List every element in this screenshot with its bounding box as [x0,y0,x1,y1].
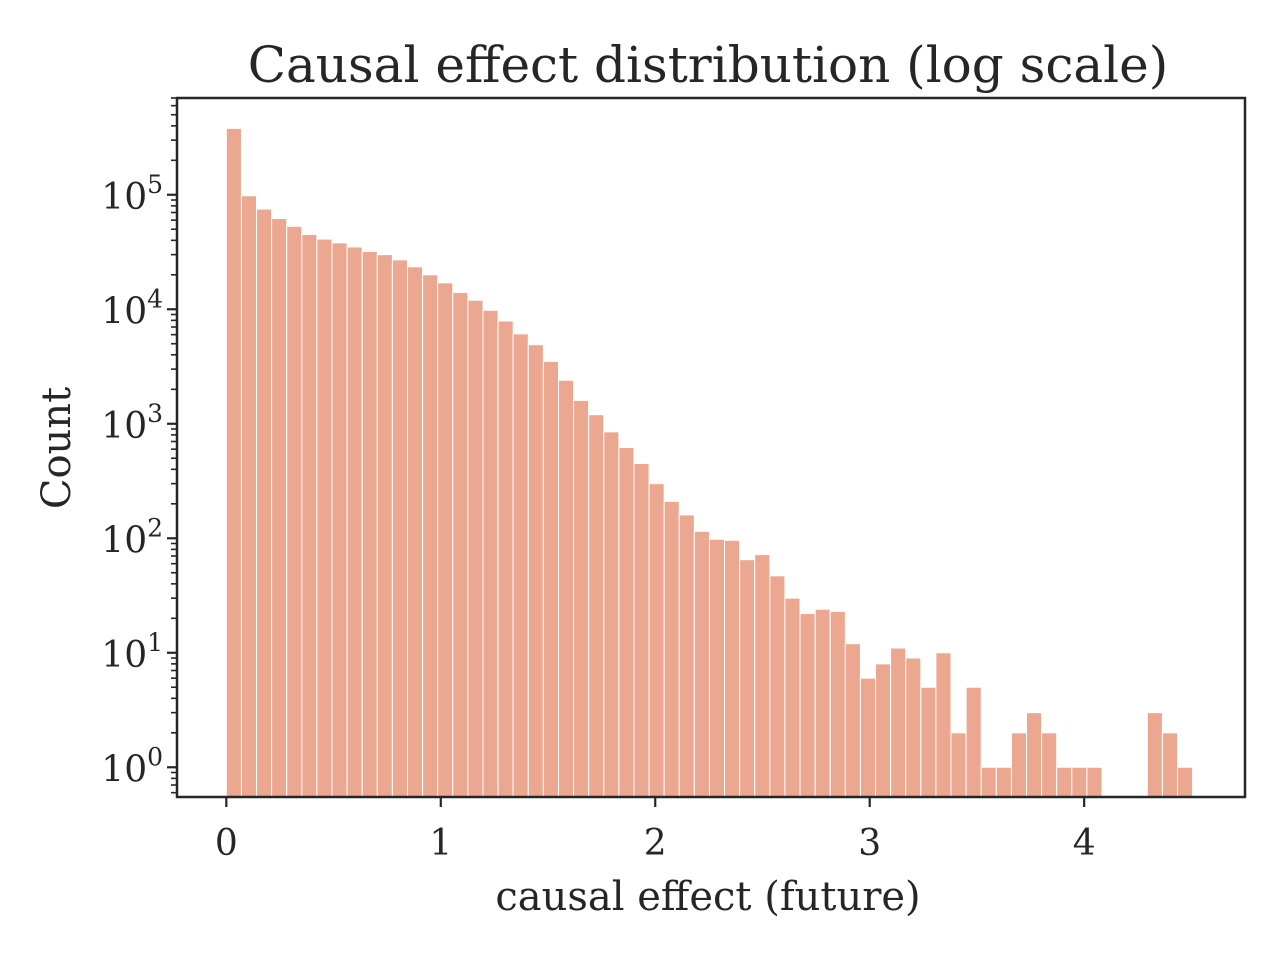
histogram-bar [724,539,741,798]
histogram-bar [1146,712,1163,798]
histogram-bar [527,344,544,798]
histogram-bar [980,766,997,798]
histogram-bar [331,242,348,798]
histogram-bar [678,514,695,798]
histogram-bar [1010,732,1028,798]
x-tick-label: 1 [429,823,452,864]
histogram-bar [995,766,1012,798]
histogram-bar [905,657,922,798]
histogram-bar [875,663,892,798]
y-axis-label: Count [34,387,80,509]
histogram-bar [497,320,514,798]
histogram-bar [391,259,408,798]
histogram-bar [844,643,861,798]
histogram-bar [693,530,710,798]
histogram-bar [422,274,439,798]
chart-title: Causal effect distribution (log scale) [248,36,1169,94]
histogram-bar [437,282,454,798]
histogram-bar [829,610,846,798]
plot-frame [175,96,1247,799]
x-axis: 0 1 2 3 4 [215,797,1096,864]
histogram-bar [754,554,771,798]
y-tick-label: 102 [101,513,163,561]
histogram-bar [1086,766,1103,798]
histogram-bar [633,462,650,798]
y-tick-label: 103 [101,399,163,447]
x-tick-label: 2 [644,823,667,864]
histogram-bar [784,597,801,798]
histogram-bar [542,360,559,798]
x-tick-label: 0 [215,823,238,864]
histogram-bar [346,246,363,798]
histogram-bar [452,292,469,798]
histogram-bar [799,613,816,798]
histogram-bar [814,608,831,798]
histogram-bar [573,399,590,798]
histogram-bar [950,732,967,798]
histogram-bar [769,575,786,798]
y-tick-label: 101 [101,628,163,676]
histogram-bar [920,686,937,798]
histogram-bar [1041,732,1058,798]
histogram-bar [482,309,499,798]
x-tick-label: 4 [1073,823,1096,864]
x-axis-label: causal effect (future) [495,874,920,920]
histogram-bar [708,538,726,798]
histogram-bar [618,447,635,798]
y-tick-label: 104 [101,284,163,332]
histogram-bar [301,233,318,798]
histogram-bar [286,225,303,798]
histogram-bar [1026,712,1043,798]
y-tick-label: 105 [101,170,163,218]
histogram-bar [648,483,665,798]
histogram-bar [316,238,333,798]
histogram-bar [512,333,529,798]
histogram-bar [557,379,575,798]
histogram-bar [376,254,393,798]
histogram-bar [1176,766,1194,798]
histogram-bar [1071,766,1088,798]
histogram-bar [603,431,620,798]
histogram-bar [739,559,756,798]
histogram-bar [406,266,424,798]
histogram-bar [859,677,877,798]
histogram-bar [225,127,242,798]
histogram-bar [467,299,484,798]
histogram-bar [240,195,258,798]
histogram-bar [1056,766,1073,798]
histogram-bar [271,218,288,798]
bars [225,127,1194,798]
histogram-bar [361,250,378,798]
histogram-bar [588,414,605,798]
x-tick-label: 3 [858,823,881,864]
histogram-bar [890,647,907,798]
histogram-bar [935,652,952,798]
histogram-bar [256,208,273,798]
y-axis: 100 101 102 103 104 105 [101,97,177,794]
histogram-bar [663,500,680,798]
histogram-bar [965,686,982,798]
histogram-bar [1161,732,1178,798]
y-tick-label: 100 [101,742,163,790]
